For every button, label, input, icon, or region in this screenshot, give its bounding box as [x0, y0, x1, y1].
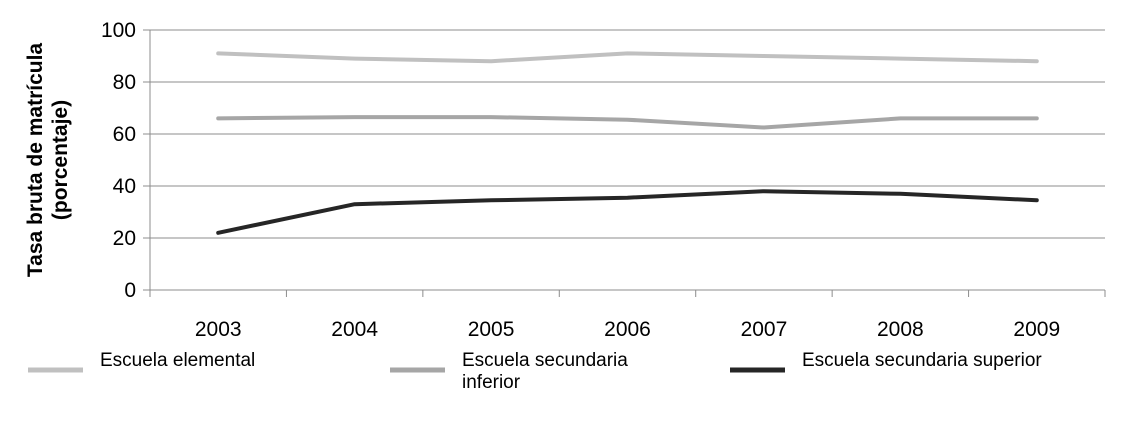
legend-label-1: inferior — [462, 372, 521, 393]
y-tick-label: 0 — [124, 279, 136, 302]
x-tick-labels: 2003 2004 2005 2006 2007 2008 2009 — [195, 318, 1060, 341]
gridlines — [150, 29, 1105, 239]
x-tick-label: 2003 — [195, 318, 242, 341]
legend-label-1: Escuela secundaria — [462, 350, 628, 371]
y-tick-label: 100 — [101, 19, 136, 42]
legend-label-0: Escuela elemental — [100, 350, 255, 371]
y-tick-label: 20 — [113, 227, 136, 250]
y-tick-label: 80 — [113, 71, 136, 94]
x-tick-label: 2007 — [741, 318, 788, 341]
x-tick-label: 2008 — [877, 318, 924, 341]
x-tick-label: 2004 — [331, 318, 378, 341]
x-tick-label: 2006 — [604, 318, 651, 341]
series-line-1 — [216, 115, 1039, 130]
y-tick-labels: 0 20 40 60 80 100 — [101, 19, 136, 302]
legend: Escuela elemental Escuela secundariainfer… — [28, 350, 1042, 393]
y-tick-label: 40 — [113, 175, 136, 198]
y-axis-label-line: (porcentaje) — [49, 100, 72, 220]
x-tick-label: 2005 — [468, 318, 515, 341]
series-lines — [216, 51, 1039, 235]
series-line-2 — [216, 189, 1039, 235]
y-axis-label: Tasa bruta de matrícula(porcentaje) — [24, 43, 72, 278]
y-tick-label: 60 — [113, 123, 136, 146]
legend-label-2: Escuela secundaria superior — [802, 350, 1042, 371]
x-tick-label: 2009 — [1013, 318, 1060, 341]
series-line-0 — [216, 51, 1039, 64]
axes — [143, 29, 1106, 297]
y-axis-label-line: Tasa bruta de matrícula — [24, 43, 47, 278]
